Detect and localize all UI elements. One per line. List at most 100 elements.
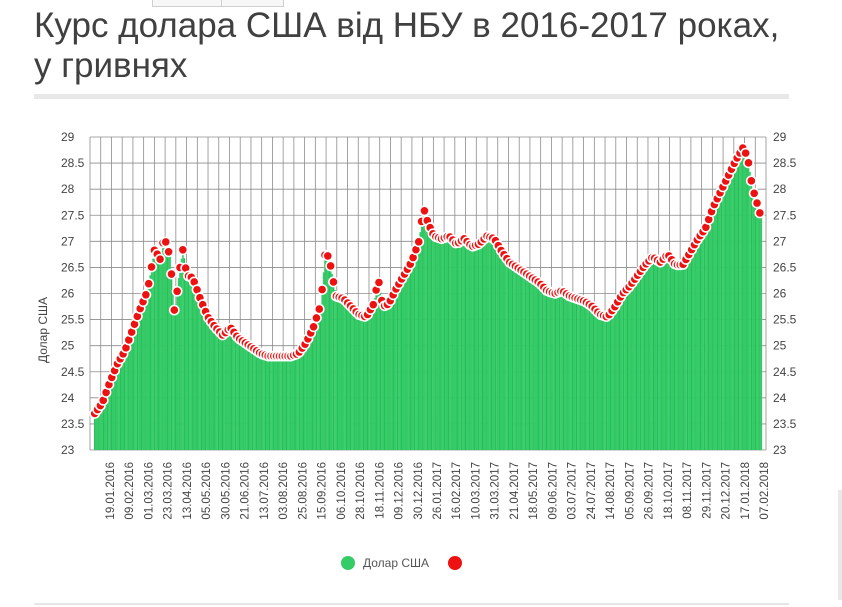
- bar: [373, 298, 376, 450]
- bar: [663, 257, 666, 450]
- bar: [254, 349, 257, 450]
- bar: [717, 195, 720, 450]
- data-point[interactable]: [325, 260, 337, 272]
- data-point[interactable]: [140, 289, 152, 301]
- x-tick-label: 26.01.2017: [432, 462, 444, 520]
- data-point[interactable]: [311, 312, 322, 324]
- data-point[interactable]: [143, 278, 155, 290]
- x-axis: 19.01.2016 09.02.2016 01.03.2016 23.03.2016…: [105, 462, 771, 520]
- bar: [587, 303, 589, 450]
- x-tick-label: 16.02.2017: [451, 462, 463, 520]
- data-point[interactable]: [163, 246, 175, 258]
- bar: [705, 227, 707, 450]
- bar: [219, 331, 221, 450]
- bar: [568, 295, 571, 450]
- x-tick-label: 19.01.2016: [105, 462, 117, 520]
- bar: [113, 370, 116, 450]
- bar: [257, 351, 260, 450]
- bar: [715, 201, 717, 450]
- data-point[interactable]: [313, 303, 325, 315]
- bar: [675, 264, 677, 450]
- bar: [696, 239, 699, 450]
- data-point[interactable]: [740, 147, 752, 159]
- data-point[interactable]: [367, 299, 379, 311]
- data-point[interactable]: [177, 244, 189, 256]
- bar: [305, 341, 308, 450]
- data-point[interactable]: [419, 205, 430, 217]
- bar: [210, 321, 213, 450]
- bar: [706, 223, 709, 450]
- data-point[interactable]: [751, 197, 763, 209]
- data-point[interactable]: [754, 207, 766, 219]
- bar: [382, 306, 385, 450]
- x-tick-label: 25.08.2016: [297, 462, 309, 520]
- bar: [607, 316, 609, 450]
- data-point[interactable]: [166, 268, 177, 280]
- scrollbar-strip: [838, 490, 842, 600]
- bar: [510, 263, 513, 450]
- bar: [206, 314, 208, 450]
- bar: [553, 293, 555, 450]
- bar: [216, 329, 218, 450]
- data-point[interactable]: [146, 261, 157, 273]
- data-point[interactable]: [171, 285, 183, 297]
- x-tick-label: 14.08.2017: [605, 462, 617, 520]
- bar: [523, 272, 525, 450]
- bar: [646, 262, 649, 450]
- data-point[interactable]: [168, 304, 180, 316]
- bar: [700, 233, 703, 450]
- bar: [487, 236, 490, 450]
- y-tick-label-right: 27: [773, 234, 787, 248]
- bar: [624, 291, 626, 450]
- bar: [223, 334, 225, 450]
- data-point[interactable]: [413, 236, 425, 248]
- bar: [565, 293, 568, 450]
- bar: [531, 278, 534, 450]
- data-point[interactable]: [745, 175, 757, 187]
- data-point[interactable]: [308, 321, 319, 333]
- bar-series: [94, 148, 763, 451]
- bar: [321, 289, 323, 450]
- bar: [220, 333, 223, 450]
- legend-label[interactable]: Долар США: [363, 556, 429, 570]
- marker-series: [89, 142, 766, 419]
- y-tick-label-right: 29: [773, 130, 787, 144]
- bar: [719, 192, 721, 450]
- bar: [270, 356, 272, 450]
- bar: [186, 275, 188, 450]
- bar: [743, 149, 746, 451]
- y-axis-left: 23 23.5 24 24.5 25 25.5 26 26.5 27 27.5 28 28.5 29: [61, 130, 85, 457]
- bar: [329, 265, 332, 450]
- bar: [467, 243, 470, 450]
- bar: [476, 244, 478, 450]
- legend-swatch-bars[interactable]: [341, 556, 355, 570]
- bar: [284, 356, 287, 450]
- bar: [96, 409, 99, 450]
- bar: [617, 301, 619, 450]
- legend[interactable]: Долар США: [341, 556, 462, 570]
- bar: [591, 306, 594, 450]
- data-point[interactable]: [328, 276, 339, 288]
- data-point[interactable]: [316, 284, 328, 295]
- bar: [483, 238, 486, 450]
- bar: [518, 269, 521, 450]
- bar: [231, 330, 234, 450]
- bar: [679, 264, 682, 450]
- data-point[interactable]: [154, 253, 166, 265]
- data-point[interactable]: [160, 236, 172, 248]
- bar: [521, 271, 524, 450]
- legend-swatch-markers[interactable]: [448, 556, 462, 570]
- bar: [233, 332, 235, 450]
- data-point[interactable]: [322, 250, 334, 262]
- bar: [372, 304, 375, 450]
- bar: [608, 314, 611, 450]
- y-tick-label: 25.5: [61, 313, 85, 327]
- x-tick-label: 21.06.2016: [240, 462, 252, 520]
- y-tick-label-right: 28: [773, 182, 787, 196]
- bar: [420, 221, 423, 450]
- data-point[interactable]: [748, 187, 760, 199]
- data-point[interactable]: [743, 157, 754, 169]
- bar: [730, 169, 733, 450]
- data-point[interactable]: [373, 277, 385, 288]
- y-tick-label-right: 24.5: [773, 365, 797, 379]
